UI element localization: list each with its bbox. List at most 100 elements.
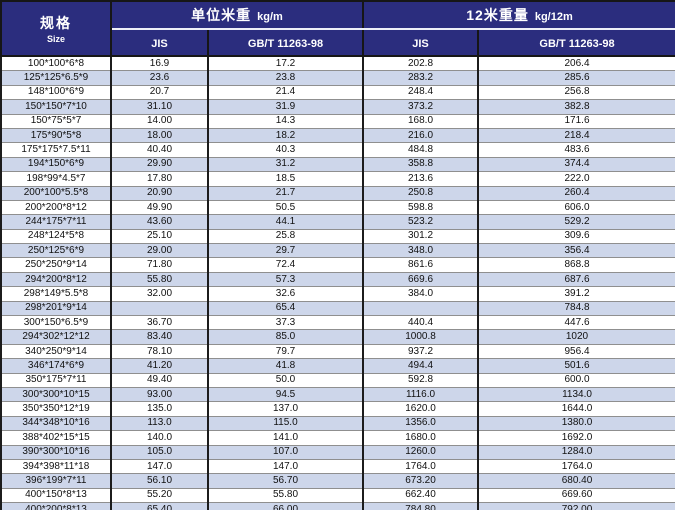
gbt-kg12m-cell: 956.4 bbox=[477, 343, 675, 360]
table-row: 148*100*6*9 20.7 21.4 248.4 256.8 bbox=[0, 84, 675, 101]
jis-kgm-cell: 55.80 bbox=[110, 271, 209, 288]
table-row: 175*90*5*8 18.00 18.2 216.0 218.4 bbox=[0, 127, 675, 144]
jis-kgm-cell: 29.00 bbox=[110, 243, 209, 259]
table-body: 100*100*6*8 16.9 17.2 202.8 206.4 125*125*6.5… bbox=[0, 55, 675, 510]
jis-kgm-cell: 105.0 bbox=[110, 444, 209, 460]
table-row: 250*250*9*14 71.80 72.4 861.6 868.8 bbox=[0, 257, 675, 273]
jis-kg12m-cell: 168.0 bbox=[362, 113, 479, 129]
table-row: 394*398*11*18 147.0 147.0 1764.0 1764.0 bbox=[0, 458, 675, 475]
size-cell: 300*150*6.5*9 bbox=[0, 315, 112, 331]
table-row: 388*402*15*15 140.0 141.0 1680.0 1692.0 bbox=[0, 430, 675, 446]
column-header-gbt-kg12m: GB/T 11263-98 bbox=[477, 29, 675, 56]
jis-kg12m-cell: 669.6 bbox=[362, 271, 479, 288]
gbt-kg12m-cell: 171.6 bbox=[477, 113, 675, 129]
gbt-kgm-cell: 44.1 bbox=[207, 214, 364, 230]
gbt-kg12m-cell: 600.0 bbox=[477, 372, 675, 388]
gbt-kgm-cell: 65.4 bbox=[207, 300, 364, 317]
jis-kgm-cell: 20.7 bbox=[110, 84, 209, 101]
jis-kg12m-cell: 248.4 bbox=[362, 84, 479, 101]
table-row: 346*174*6*9 41.20 41.8 494.4 501.6 bbox=[0, 358, 675, 374]
jis-kgm-cell: 83.40 bbox=[110, 329, 209, 345]
gbt-kg12m-cell: 382.8 bbox=[477, 99, 675, 115]
gbt-kgm-cell: 21.4 bbox=[207, 84, 364, 101]
jis-kg12m-cell: 1356.0 bbox=[362, 415, 479, 432]
column-group-12m-weight: 12米重量 kg/12m bbox=[362, 1, 675, 30]
gbt-kgm-cell: 31.2 bbox=[207, 156, 364, 173]
jis-kg12m-cell: 784.80 bbox=[362, 502, 479, 510]
size-cell: 175*175*7.5*11 bbox=[0, 142, 112, 158]
gbt-kg12m-cell: 1644.0 bbox=[477, 401, 675, 417]
size-cell: 200*100*5.5*8 bbox=[0, 185, 112, 201]
size-label-en: Size bbox=[46, 34, 65, 44]
table-row: 100*100*6*8 16.9 17.2 202.8 206.4 bbox=[0, 55, 675, 72]
jis-kg12m-cell: 250.8 bbox=[362, 185, 479, 201]
jis-kgm-cell: 41.20 bbox=[110, 358, 209, 374]
twelve-m-weight-unit: kg/12m bbox=[534, 11, 573, 23]
gbt-kg12m-cell: 680.40 bbox=[477, 473, 675, 489]
unit-weight-unit: kg/m bbox=[257, 11, 283, 23]
size-label-cn: 规格 bbox=[40, 15, 72, 31]
table-row: 350*350*12*19 135.0 137.0 1620.0 1644.0 bbox=[0, 401, 675, 417]
table-row: 350*175*7*11 49.40 50.0 592.8 600.0 bbox=[0, 372, 675, 388]
jis-kgm-cell: 135.0 bbox=[110, 401, 209, 417]
jis-kgm-cell: 25.10 bbox=[110, 228, 209, 245]
table-row: 150*75*5*7 14.00 14.3 168.0 171.6 bbox=[0, 113, 675, 129]
size-cell: 300*300*10*15 bbox=[0, 386, 112, 403]
table-row: 300*150*6.5*9 36.70 37.3 440.4 447.6 bbox=[0, 315, 675, 331]
size-cell: 400*150*8*13 bbox=[0, 487, 112, 504]
jis-kg12m-cell: 523.2 bbox=[362, 214, 479, 230]
table-header: 规格 Size 单位米重 kg/m 12米重量 kg/12m JIS GB/T 11… bbox=[0, 1, 675, 56]
jis-kgm-cell: 56.10 bbox=[110, 473, 209, 489]
gbt-kgm-cell: 141.0 bbox=[207, 430, 364, 446]
jis-kgm-cell: 93.00 bbox=[110, 386, 209, 403]
jis-kg12m-cell: 202.8 bbox=[362, 55, 479, 72]
jis-kg12m-cell: 440.4 bbox=[362, 315, 479, 331]
table-row: 294*200*8*12 55.80 57.3 669.6 687.6 bbox=[0, 271, 675, 288]
gbt-kgm-cell: 66.00 bbox=[207, 502, 364, 510]
gbt-kgm-cell: 57.3 bbox=[207, 271, 364, 288]
jis-kgm-cell: 55.20 bbox=[110, 487, 209, 504]
jis-kgm-cell: 23.6 bbox=[110, 70, 209, 86]
table-row: 125*125*6.5*9 23.6 23.8 283.2 285.6 bbox=[0, 70, 675, 86]
gbt-kg12m-cell: 669.60 bbox=[477, 487, 675, 504]
jis-kgm-cell bbox=[110, 300, 209, 317]
size-cell: 396*199*7*11 bbox=[0, 473, 112, 489]
jis-kgm-cell: 65.40 bbox=[110, 502, 209, 510]
gbt-kgm-cell: 107.0 bbox=[207, 444, 364, 460]
size-cell: 150*150*7*10 bbox=[0, 99, 112, 115]
jis-kg12m-cell: 213.6 bbox=[362, 171, 479, 187]
gbt-kg12m-cell: 391.2 bbox=[477, 286, 675, 302]
gbt-kgm-cell: 50.0 bbox=[207, 372, 364, 388]
jis-kgm-cell: 43.60 bbox=[110, 214, 209, 230]
jis-kg12m-cell: 1000.8 bbox=[362, 329, 479, 345]
size-cell: 244*175*7*11 bbox=[0, 214, 112, 230]
size-cell: 298*149*5.5*8 bbox=[0, 286, 112, 302]
table-row: 175*175*7.5*11 40.40 40.3 484.8 483.6 bbox=[0, 142, 675, 158]
table-row: 340*250*9*14 78.10 79.7 937.2 956.4 bbox=[0, 343, 675, 360]
table-row: 300*300*10*15 93.00 94.5 1116.0 1134.0 bbox=[0, 386, 675, 403]
jis-kgm-cell: 78.10 bbox=[110, 343, 209, 360]
size-cell: 344*348*10*16 bbox=[0, 415, 112, 432]
size-cell: 198*99*4.5*7 bbox=[0, 171, 112, 187]
table-row: 248*124*5*8 25.10 25.8 301.2 309.6 bbox=[0, 228, 675, 245]
gbt-kgm-cell: 21.7 bbox=[207, 185, 364, 201]
table-row: 390*300*10*16 105.0 107.0 1260.0 1284.0 bbox=[0, 444, 675, 460]
size-cell: 175*90*5*8 bbox=[0, 127, 112, 144]
size-cell: 125*125*6.5*9 bbox=[0, 70, 112, 86]
gbt-kg12m-cell: 356.4 bbox=[477, 243, 675, 259]
gbt-kg12m-cell: 218.4 bbox=[477, 127, 675, 144]
jis-kgm-cell: 32.00 bbox=[110, 286, 209, 302]
size-cell: 200*200*8*12 bbox=[0, 199, 112, 216]
jis-kg12m-cell: 1764.0 bbox=[362, 458, 479, 475]
jis-kgm-cell: 17.80 bbox=[110, 171, 209, 187]
gbt-kg12m-cell: 1692.0 bbox=[477, 430, 675, 446]
size-cell: 340*250*9*14 bbox=[0, 343, 112, 360]
jis-kgm-cell: 29.90 bbox=[110, 156, 209, 173]
gbt-kg12m-cell: 256.8 bbox=[477, 84, 675, 101]
gbt-kg12m-cell: 1020 bbox=[477, 329, 675, 345]
table-row: 400*150*8*13 55.20 55.80 662.40 669.60 bbox=[0, 487, 675, 504]
gbt-kg12m-cell: 868.8 bbox=[477, 257, 675, 273]
gbt-kgm-cell: 23.8 bbox=[207, 70, 364, 86]
gbt-kgm-cell: 137.0 bbox=[207, 401, 364, 417]
